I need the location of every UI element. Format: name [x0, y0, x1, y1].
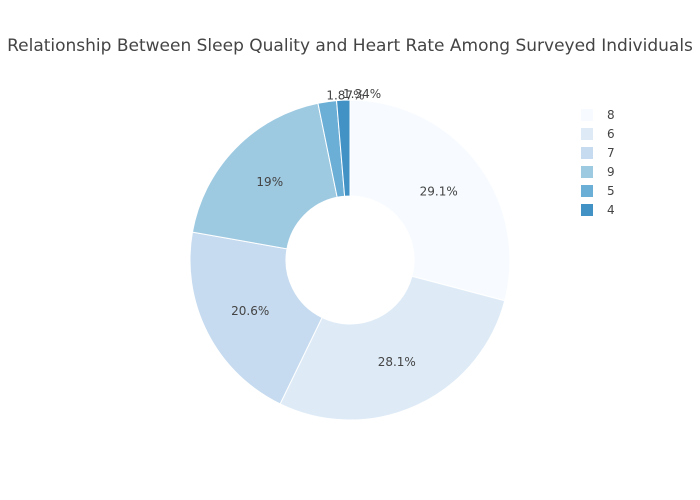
slice-6[interactable] — [279, 275, 506, 421]
chart-title: Relationship Between Sleep Quality and H… — [7, 36, 693, 56]
slice-label-5: 1.87% — [326, 89, 364, 103]
legend-swatch-5[interactable] — [581, 185, 593, 197]
legend-swatch-8[interactable] — [581, 109, 593, 121]
slice-9[interactable] — [191, 102, 338, 250]
slice-4[interactable] — [336, 99, 351, 197]
legend-label-9[interactable]: 9 — [607, 165, 615, 179]
legend-label-4[interactable]: 4 — [607, 203, 615, 217]
slice-labels: 29.1% 28.1% 20.6% 19% 1.87%1.34% — [231, 87, 458, 369]
slice-label-6: 28.1% — [378, 355, 416, 369]
legend-swatch-9[interactable] — [581, 166, 593, 178]
legend-swatch-6[interactable] — [581, 128, 593, 140]
slice-label-8: 29.1% — [420, 185, 458, 199]
legend-swatch-7[interactable] — [581, 147, 593, 159]
slice-label-4: 1.34% — [343, 87, 381, 101]
legend-label-7[interactable]: 7 — [607, 146, 615, 160]
legend-label-6[interactable]: 6 — [607, 127, 615, 141]
slice-8[interactable] — [349, 99, 511, 302]
slice-label-9: 19% — [256, 175, 283, 189]
donut-slices — [189, 99, 511, 421]
slice-7[interactable] — [189, 231, 323, 405]
legend-label-5[interactable]: 5 — [607, 184, 615, 198]
legend-label-8[interactable]: 8 — [607, 108, 615, 122]
legend: 8 6 7 9 5 4 — [581, 108, 615, 217]
slice-label-7: 20.6% — [231, 304, 269, 318]
legend-swatch-4[interactable] — [581, 204, 593, 216]
